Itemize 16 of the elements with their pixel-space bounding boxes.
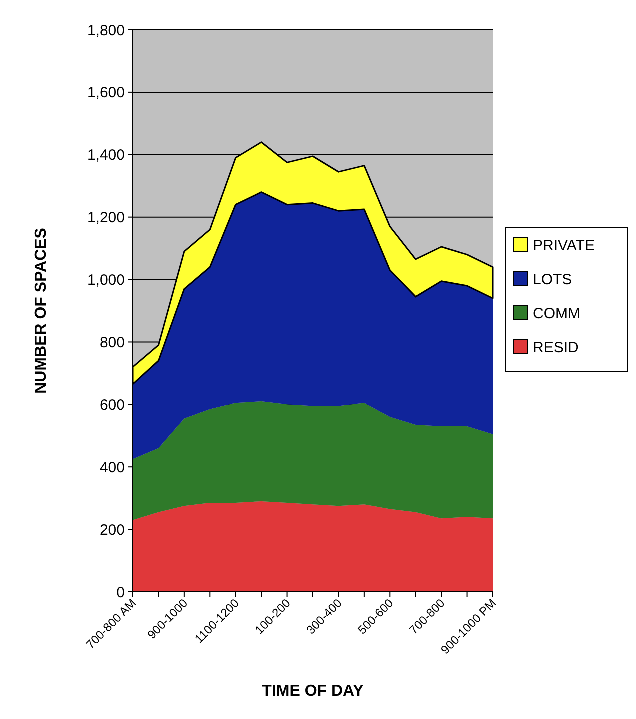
legend-label: PRIVATE xyxy=(533,237,595,254)
y-tick-label: 200 xyxy=(100,522,125,539)
y-tick-label: 400 xyxy=(100,459,125,476)
y-tick-label: 1,800 xyxy=(87,22,125,40)
y-tick-label: 600 xyxy=(100,396,125,414)
legend-label: LOTS xyxy=(533,271,572,288)
y-tick-label: 800 xyxy=(100,334,125,352)
legend-label: RESID xyxy=(533,339,580,356)
y-tick-label: 0 xyxy=(116,584,125,602)
y-tick-label: 1,400 xyxy=(87,147,125,164)
y-tick-label: 1,200 xyxy=(87,210,125,227)
legend-label: COMM xyxy=(533,305,580,322)
x-axis-title: TIME OF DAY xyxy=(262,683,364,700)
y-tick-label: 1,000 xyxy=(87,272,125,290)
y-axis-title: NUMBER OF SPACES xyxy=(33,228,50,394)
y-tick-label: 1,600 xyxy=(87,84,125,102)
